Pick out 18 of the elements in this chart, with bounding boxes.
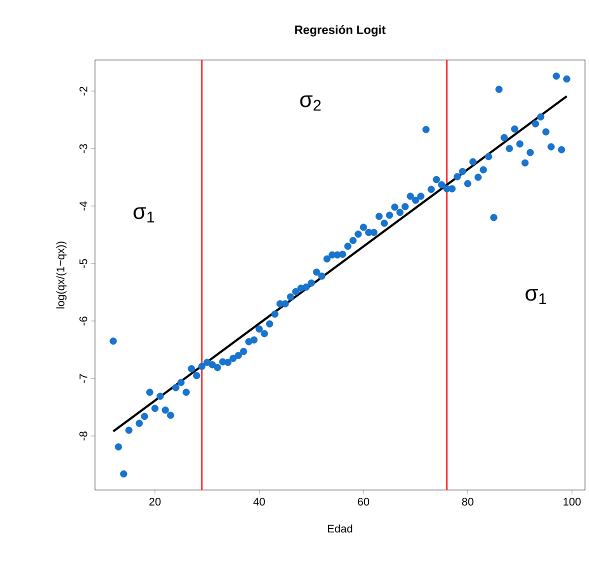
y-tick-label: -5 [80, 259, 88, 268]
x-tick-label: 20 [149, 498, 161, 506]
annotation: σ$_{1}$ [526, 288, 546, 304]
y-tick-label: -8 [79, 432, 88, 440]
y-tick-label: -7 [80, 374, 88, 383]
x-tick-label: 100 [564, 498, 581, 506]
y-tick-label: -6 [79, 316, 88, 326]
y-axis-title: log(qx/(1−qx)) [56, 242, 67, 308]
x-axis-title: Edad [328, 524, 352, 533]
y-tick-label: -3 [79, 144, 88, 153]
y-tick-label: -4 [80, 201, 88, 210]
annotation: σ$_{2}$ [300, 95, 321, 111]
y-tick-label: -2 [80, 86, 88, 96]
x-tick-label: 40 [253, 498, 265, 506]
annotation: σ$_{1}$ [134, 207, 154, 222]
chart-title: Regresión Logit [295, 25, 386, 36]
x-tick-label: 80 [462, 498, 474, 506]
x-tick-label: 60 [358, 498, 370, 506]
